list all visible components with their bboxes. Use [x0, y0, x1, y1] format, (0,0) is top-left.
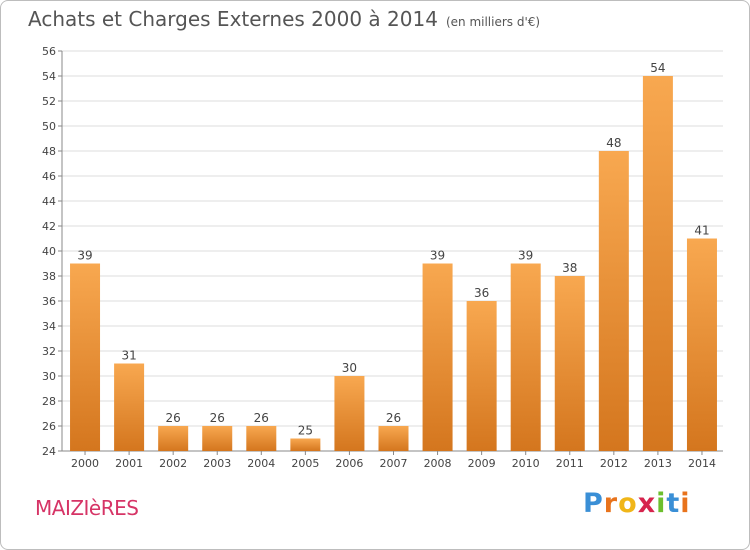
y-tick-label: 42 — [42, 220, 56, 233]
bar-2005 — [290, 438, 321, 451]
bar-2009 — [466, 301, 497, 451]
y-tick-label: 50 — [42, 120, 56, 133]
logo-letter: x — [637, 488, 657, 519]
data-label: 26 — [166, 411, 181, 425]
x-tick-label: 2004 — [247, 457, 275, 470]
x-tick-label: 2002 — [159, 457, 187, 470]
x-tick-label: 2000 — [71, 457, 99, 470]
bar-2014 — [686, 238, 717, 451]
bar-2000 — [70, 263, 101, 451]
logo-letter: o — [618, 488, 638, 519]
chart-title-text: Achats et Charges Externes 2000 à 2014 — [28, 7, 438, 31]
y-tick-label: 28 — [42, 395, 56, 408]
proxiti-logo: Proxiti — [583, 488, 691, 519]
bar-2001 — [114, 363, 145, 451]
bar-2004 — [246, 426, 277, 451]
bar-2010 — [510, 263, 541, 451]
logo-letter: P — [583, 488, 604, 519]
data-label: 48 — [606, 136, 621, 150]
y-tick-label: 48 — [42, 145, 56, 158]
bar-2003 — [202, 426, 233, 451]
x-tick-label: 2008 — [424, 457, 452, 470]
logo-letter: r — [603, 488, 619, 519]
y-tick-label: 52 — [42, 95, 56, 108]
x-tick-label: 2011 — [556, 457, 584, 470]
y-tick-label: 36 — [42, 295, 56, 308]
bar-2002 — [158, 426, 189, 451]
data-label: 31 — [121, 349, 136, 363]
bar-2012 — [598, 151, 629, 451]
data-label: 39 — [77, 249, 92, 263]
x-tick-label: 2010 — [512, 457, 540, 470]
data-label: 26 — [386, 411, 401, 425]
x-tick-label: 2005 — [291, 457, 319, 470]
logo-letter: i — [656, 488, 667, 519]
data-label: 54 — [650, 61, 665, 75]
data-label: 26 — [210, 411, 225, 425]
y-tick-label: 56 — [42, 45, 56, 58]
data-label: 30 — [342, 361, 357, 375]
data-label: 38 — [562, 261, 577, 275]
x-tick-label: 2014 — [688, 457, 716, 470]
y-tick-label: 40 — [42, 245, 56, 258]
y-tick-label: 38 — [42, 270, 56, 283]
data-labels: 39 31 26 26 26 25 30 26 39 36 39 38 48 54 41 — [77, 61, 709, 438]
x-tick-label: 2007 — [380, 457, 408, 470]
x-tick-label: 2001 — [115, 457, 143, 470]
bar-2011 — [554, 276, 585, 451]
x-tick-label: 2006 — [335, 457, 363, 470]
bar-2006 — [334, 376, 365, 451]
y-tick-label: 34 — [42, 320, 56, 333]
y-tick-label: 30 — [42, 370, 56, 383]
y-tick-label: 26 — [42, 420, 56, 433]
x-tick-label: 2003 — [203, 457, 231, 470]
data-label: 39 — [430, 249, 445, 263]
x-tick-label: 2013 — [644, 457, 672, 470]
bar-2007 — [378, 426, 409, 451]
bars — [70, 76, 717, 451]
data-label: 41 — [694, 224, 709, 238]
data-label: 25 — [298, 424, 313, 438]
y-tick-label: 24 — [42, 445, 56, 458]
y-tick-label: 46 — [42, 170, 56, 183]
y-tick-label: 54 — [42, 70, 56, 83]
data-label: 26 — [254, 411, 269, 425]
y-tick-label: 32 — [42, 345, 56, 358]
data-label: 39 — [518, 249, 533, 263]
logo-letter: i — [680, 488, 691, 519]
x-tick-label: 2012 — [600, 457, 628, 470]
data-label: 36 — [474, 286, 489, 300]
chart-title: Achats et Charges Externes 2000 à 2014 (e… — [28, 7, 540, 31]
chart-unit: (en milliers d'€) — [445, 15, 541, 29]
y-tick-label: 44 — [42, 195, 56, 208]
x-tick-label: 2009 — [468, 457, 496, 470]
commune-name: MAIZIèRES — [35, 496, 139, 520]
logo-letter: t — [666, 488, 681, 519]
bar-2013 — [642, 76, 673, 451]
bar-2008 — [422, 263, 453, 451]
